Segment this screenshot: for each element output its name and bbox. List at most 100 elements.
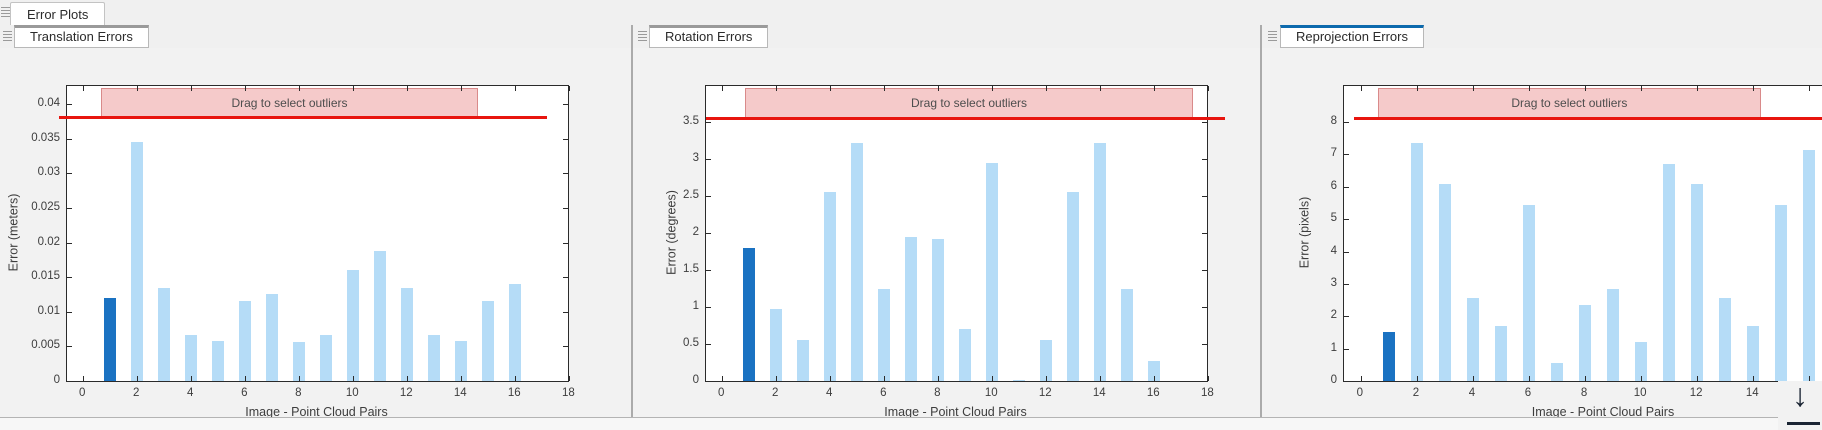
doc-tab-rotation-errors[interactable]: Rotation Errors [649, 25, 769, 48]
y-tick-mark [67, 311, 72, 313]
x-tick-mark [1046, 376, 1048, 381]
bar-pair-1[interactable] [104, 297, 117, 381]
x-tick-label: 8 [934, 387, 941, 399]
drag-grip-icon[interactable] [638, 31, 647, 43]
drag-grip-icon[interactable] [1, 7, 10, 19]
bar-pair-11[interactable] [1013, 379, 1026, 381]
x-tick-mark [83, 376, 85, 381]
x-tick-label: 6 [241, 387, 248, 399]
doc-tab-translation-errors[interactable]: Translation Errors [14, 25, 149, 48]
bar-pair-11[interactable] [1663, 164, 1676, 381]
y-tick-mark-right [1202, 159, 1207, 161]
y-tick-label: 2.5 [683, 189, 699, 202]
bar-pair-16[interactable] [509, 284, 522, 381]
bar-pair-7[interactable] [1551, 363, 1563, 381]
bar-pair-11[interactable] [374, 250, 387, 381]
bar-pair-10[interactable] [986, 162, 999, 381]
bar-pair-6[interactable] [878, 288, 891, 381]
y-tick-label: 0.04 [37, 97, 60, 109]
doc-tabrow: Reprojection Errors [1262, 25, 1822, 48]
bar-pair-1[interactable] [1382, 332, 1395, 381]
bar-pair-3[interactable] [158, 287, 171, 381]
outlier-selection-banner[interactable]: Drag to select outliers [101, 88, 478, 117]
bar-pair-14[interactable] [1747, 326, 1760, 381]
bar-pair-8[interactable] [293, 342, 306, 381]
y-tick-mark-right [563, 381, 568, 382]
axes-plot-area[interactable]: Drag to select outliers [59, 85, 571, 382]
bar-pair-3[interactable] [1438, 183, 1451, 381]
y-tick-mark [706, 344, 711, 345]
bar-pair-3[interactable] [797, 340, 810, 381]
y-tick-label: 0 [692, 374, 699, 386]
bar-pair-12[interactable] [1691, 183, 1704, 381]
bar-pair-12[interactable] [1040, 340, 1053, 381]
bar-pair-15[interactable] [1775, 204, 1788, 381]
axes-plot-area[interactable]: Drag to select outliers [1343, 85, 1822, 382]
bar-pair-16[interactable] [1148, 361, 1161, 381]
bar-pair-8[interactable] [932, 239, 945, 381]
x-tick-mark [1416, 376, 1418, 381]
bar-pair-6[interactable] [239, 300, 252, 381]
bar-pair-4[interactable] [185, 335, 198, 381]
y-tick-mark [67, 173, 72, 175]
bar-pair-13[interactable] [1067, 191, 1080, 381]
bar-pair-9[interactable] [320, 334, 333, 381]
x-tick-label: 14 [1745, 387, 1759, 399]
y-tick-mark-right [563, 242, 568, 244]
x-tick-mark-top [1697, 86, 1699, 91]
bar-pair-14[interactable] [1094, 142, 1107, 381]
bar-pair-2[interactable] [131, 142, 144, 381]
y-tick-mark [1344, 251, 1349, 253]
drag-grip-icon[interactable] [3, 31, 12, 43]
outlier-selection-banner[interactable]: Drag to select outliers [1377, 88, 1761, 118]
bar-pair-2[interactable] [770, 308, 783, 381]
bar-pair-5[interactable] [212, 340, 225, 381]
y-tick-mark [67, 346, 72, 348]
bar-pair-16[interactable] [1803, 149, 1816, 381]
export-arrow-icon[interactable]: ↓ [1778, 377, 1822, 430]
x-tick-label: 16 [1146, 387, 1160, 399]
x-tick-label: 12 [1689, 387, 1703, 399]
bar-pair-9[interactable] [1607, 288, 1620, 381]
x-tick-label: 12 [1038, 387, 1052, 399]
bar-pair-5[interactable] [1495, 326, 1507, 381]
bar-pair-1[interactable] [743, 247, 756, 381]
bar-pair-6[interactable] [1523, 204, 1535, 381]
bar-pair-12[interactable] [401, 287, 414, 381]
x-tick-mark [515, 376, 517, 381]
banner-label: Drag to select outliers [911, 96, 1028, 110]
x-tick-mark-top [938, 86, 940, 91]
y-tick-mark-right [563, 277, 568, 279]
drag-grip-icon[interactable] [1268, 31, 1277, 43]
tab-error-plots[interactable]: Error Plots [10, 2, 106, 25]
doc-tab-reprojection-errors[interactable]: Reprojection Errors [1280, 25, 1424, 48]
y-tick-mark [1344, 381, 1349, 382]
bar-pair-5[interactable] [851, 142, 864, 381]
bar-pair-15[interactable] [1121, 288, 1134, 381]
x-tick-mark-top [1472, 86, 1474, 91]
bar-pair-8[interactable] [1579, 304, 1592, 381]
y-tick-label: 1 [1330, 341, 1337, 354]
bar-pair-2[interactable] [1410, 143, 1423, 381]
axes-plot-area[interactable]: Drag to select outliers [705, 85, 1225, 382]
bar-pair-4[interactable] [1466, 298, 1479, 381]
bar-pair-7[interactable] [905, 236, 918, 381]
x-tick-mark-top [299, 86, 301, 91]
x-tick-mark [137, 376, 139, 381]
bar-pair-10[interactable] [1635, 342, 1648, 381]
y-axis-label: Error (meters) [6, 193, 21, 271]
bar-pair-13[interactable] [1719, 298, 1732, 381]
bar-pair-4[interactable] [824, 191, 837, 381]
bar-pair-9[interactable] [959, 329, 972, 381]
bar-pair-7[interactable] [266, 293, 279, 381]
bar-pair-10[interactable] [347, 270, 360, 381]
bar-pair-15[interactable] [482, 300, 495, 381]
panel-reprojection-errors: Reprojection Errors Drag to select outli… [1260, 25, 1822, 417]
bar-pair-13[interactable] [428, 335, 441, 381]
x-tick-label: 18 [1200, 387, 1214, 399]
bar-pair-14[interactable] [455, 340, 468, 381]
outlier-selection-banner[interactable]: Drag to select outliers [745, 88, 1193, 117]
x-tick-mark-top [515, 86, 517, 91]
y-tick-mark [67, 242, 72, 244]
